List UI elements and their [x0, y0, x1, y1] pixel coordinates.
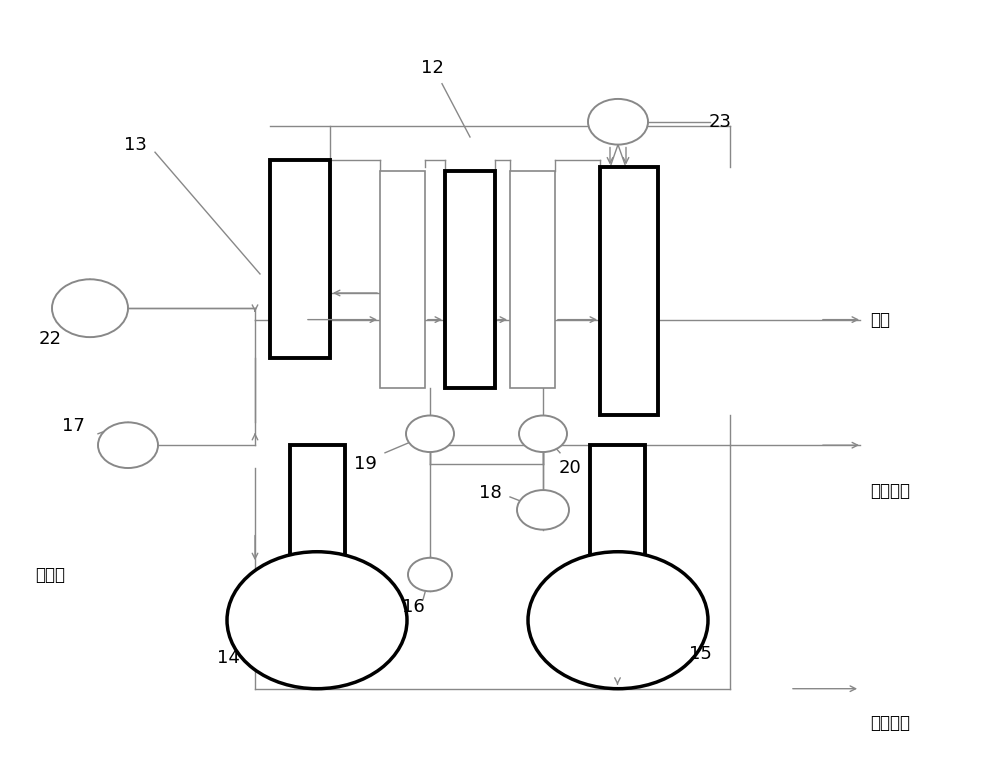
- Circle shape: [408, 558, 452, 591]
- Circle shape: [98, 422, 158, 468]
- Text: 16: 16: [402, 598, 424, 616]
- Text: 23: 23: [708, 113, 732, 131]
- Bar: [445, 171, 495, 388]
- Text: 13: 13: [124, 135, 146, 154]
- Text: 18: 18: [479, 484, 501, 502]
- Text: 15: 15: [689, 645, 711, 664]
- Text: 20: 20: [559, 459, 581, 477]
- Text: 二硫代酯: 二硫代酯: [870, 482, 910, 500]
- Text: 硒基酯: 硒基酯: [35, 565, 65, 584]
- Bar: [600, 167, 658, 415]
- Text: 22: 22: [38, 330, 62, 348]
- Circle shape: [227, 552, 407, 689]
- Text: 17: 17: [62, 417, 84, 435]
- Circle shape: [588, 99, 648, 145]
- Text: 尾气: 尾气: [870, 310, 890, 329]
- Text: 19: 19: [354, 455, 376, 473]
- Bar: [510, 171, 555, 388]
- Bar: [290, 445, 345, 556]
- Text: 14: 14: [217, 649, 239, 667]
- Circle shape: [406, 416, 454, 452]
- Circle shape: [517, 490, 569, 530]
- Bar: [380, 171, 425, 388]
- Bar: [270, 160, 330, 358]
- Circle shape: [528, 552, 708, 689]
- Circle shape: [519, 416, 567, 452]
- Bar: [590, 445, 645, 556]
- Text: 三硫代酯: 三硫代酯: [870, 714, 910, 732]
- Circle shape: [52, 279, 128, 337]
- Text: 12: 12: [421, 59, 443, 78]
